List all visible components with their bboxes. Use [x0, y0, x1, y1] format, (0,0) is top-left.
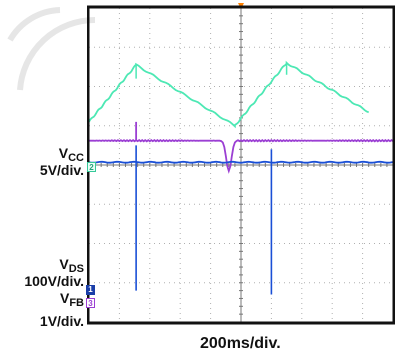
trace-vcc: [88, 60, 370, 129]
vfb-scale-label: 1V/div.: [39, 313, 84, 329]
vds-label: VDS: [59, 256, 84, 276]
vcc-scale-label: 5V/div.: [39, 162, 84, 178]
trace-vfb: [88, 121, 394, 174]
oscilloscope-screen: [87, 3, 395, 325]
channel-3-marker: 3: [86, 298, 95, 308]
vfb-label: VFB: [59, 290, 84, 310]
vds-scale-label: 100V/div.: [24, 273, 84, 289]
trace-vds: [88, 160, 394, 164]
vcc-label: VCC: [58, 145, 84, 165]
timebase-label: 200ms/div.: [200, 335, 281, 352]
channel-1-marker: 1: [86, 285, 95, 295]
channel-2-marker: 2: [87, 162, 96, 172]
vds-spikes: [135, 145, 273, 295]
vcc-peak-hooks: [135, 62, 288, 79]
scope-grid: [89, 8, 393, 322]
